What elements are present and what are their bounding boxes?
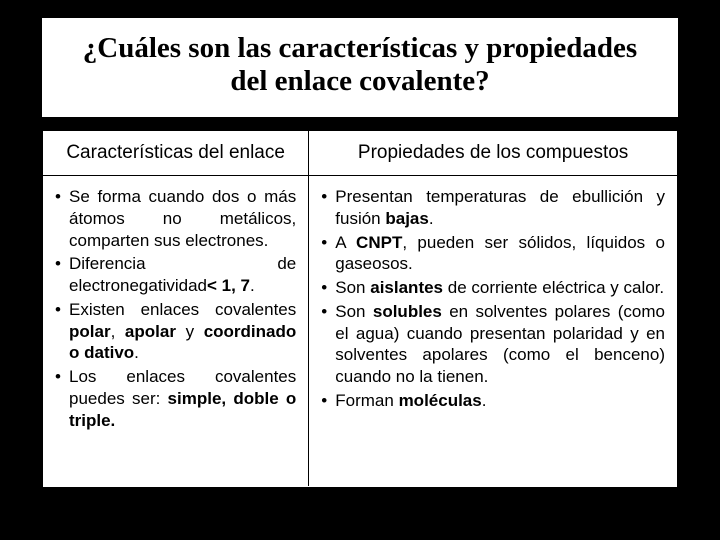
table-body-row: Se forma cuando dos o más átomos no metá… [43,176,677,486]
page-title: ¿Cuáles son las características y propie… [62,32,658,99]
header-right: Propiedades de los compuestos [309,131,677,175]
header-left: Características del enlace [43,131,309,175]
list-item: Forman moléculas. [321,390,665,412]
title-box: ¿Cuáles son las características y propie… [42,18,678,117]
slide: ¿Cuáles son las características y propie… [0,0,720,540]
list-item: Diferencia de electronegatividad< 1, 7. [55,253,296,297]
left-bullet-list: Se forma cuando dos o más átomos no metá… [55,186,296,431]
cell-right: Presentan temperaturas de ebullición y f… [309,176,677,486]
list-item: Existen enlaces covalentes polar, apolar… [55,299,296,364]
list-item: Se forma cuando dos o más átomos no metá… [55,186,296,251]
table-header-row: Características del enlace Propiedades d… [43,131,677,176]
list-item: Son solubles en solventes polares (como … [321,301,665,388]
right-bullet-list: Presentan temperaturas de ebullición y f… [321,186,665,412]
list-item: Presentan temperaturas de ebullición y f… [321,186,665,230]
list-item: Son aislantes de corriente eléctrica y c… [321,277,665,299]
list-item: Los enlaces covalentes puedes ser: simpl… [55,366,296,431]
comparison-table: Características del enlace Propiedades d… [42,130,678,488]
list-item: A CNPT, pueden ser sólidos, líquidos o g… [321,232,665,276]
cell-left: Se forma cuando dos o más átomos no metá… [43,176,309,486]
